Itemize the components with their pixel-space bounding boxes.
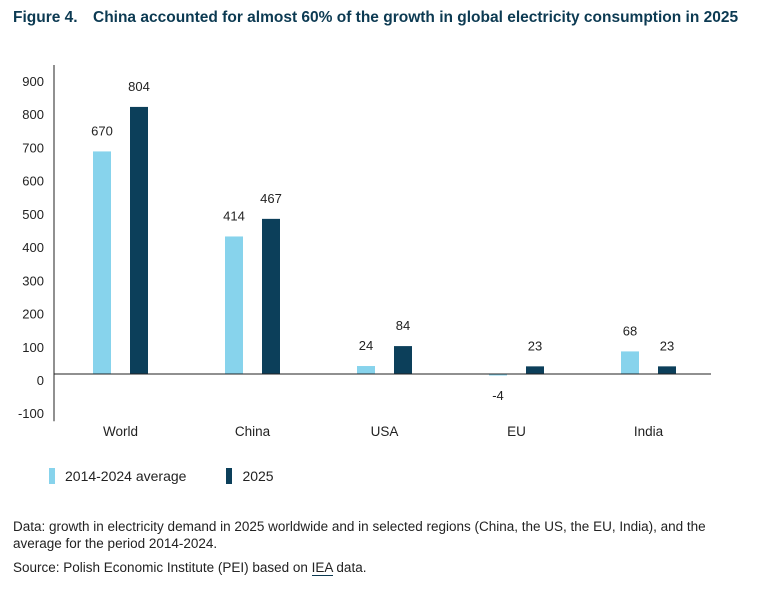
data-label: 23 [660, 338, 674, 353]
data-labels: 670 804 414 467 24 84 -4 23 68 23 [91, 79, 674, 403]
y-tick-label: 600 [22, 174, 44, 189]
y-tick-label: 500 [22, 207, 44, 222]
figure-title-text: China accounted for almost 60% of the gr… [93, 9, 739, 26]
data-note: Data: growth in electricity demand in 20… [13, 519, 706, 551]
bar-usa-2025 [394, 346, 412, 374]
source-prefix: Source: Polish Economic Institute (PEI) … [13, 560, 312, 575]
bar-world-2025 [130, 106, 148, 375]
bar-china-2025 [262, 218, 280, 374]
category-label: EU [507, 424, 526, 439]
y-tick-label: 200 [22, 307, 44, 322]
bar-usa-average [357, 366, 375, 374]
data-label: 23 [528, 338, 542, 353]
y-axis-ticks: 900 800 700 600 500 400 300 200 100 0 -100 [18, 74, 44, 421]
figure-number: Figure 4. [13, 9, 78, 26]
category-labels: World China USA EU India [103, 424, 664, 439]
bar-world-average [93, 151, 111, 374]
y-tick-label: 700 [22, 140, 44, 155]
legend-label-average: 2014-2024 average [65, 468, 187, 484]
y-tick-label: 300 [22, 273, 44, 288]
data-label: 414 [223, 208, 245, 223]
y-tick-label: 400 [22, 240, 44, 255]
iea-link[interactable]: IEA [311, 560, 333, 576]
source-note: Source: Polish Economic Institute (PEI) … [13, 560, 367, 576]
y-tick-label: 800 [22, 107, 44, 122]
data-label: 84 [396, 318, 410, 333]
bar-eu-2025 [526, 366, 544, 374]
source-suffix: data. [332, 560, 367, 575]
bars [93, 106, 676, 376]
category-label: India [634, 424, 664, 439]
bar-india-2025 [658, 366, 676, 374]
category-label: China [235, 424, 271, 439]
data-label: 804 [128, 79, 150, 94]
legend-item-average: 2014-2024 average [49, 468, 186, 484]
data-label: 670 [91, 123, 113, 138]
legend-label-2025: 2025 [242, 468, 274, 484]
category-label: World [103, 424, 138, 439]
legend: 2014-2024 average 2025 [49, 468, 314, 484]
bar-china-average [225, 236, 243, 374]
y-tick-label: -100 [18, 406, 44, 421]
bar-india-average [621, 351, 639, 374]
y-tick-label: 900 [22, 74, 44, 89]
legend-swatch-2025 [226, 468, 233, 484]
data-label: 24 [359, 338, 373, 353]
category-label: USA [371, 424, 399, 439]
data-label: 467 [260, 191, 282, 206]
legend-item-2025: 2025 [226, 468, 274, 484]
legend-swatch-average [49, 468, 55, 484]
bar-eu-average [489, 374, 507, 376]
y-tick-label: 0 [37, 373, 44, 388]
y-tick-label: 100 [22, 340, 44, 355]
bar-chart: 900 800 700 600 500 400 300 200 100 0 -100 670 804 4… [18, 65, 711, 439]
data-label: 68 [623, 323, 637, 338]
data-label: -4 [492, 388, 504, 403]
